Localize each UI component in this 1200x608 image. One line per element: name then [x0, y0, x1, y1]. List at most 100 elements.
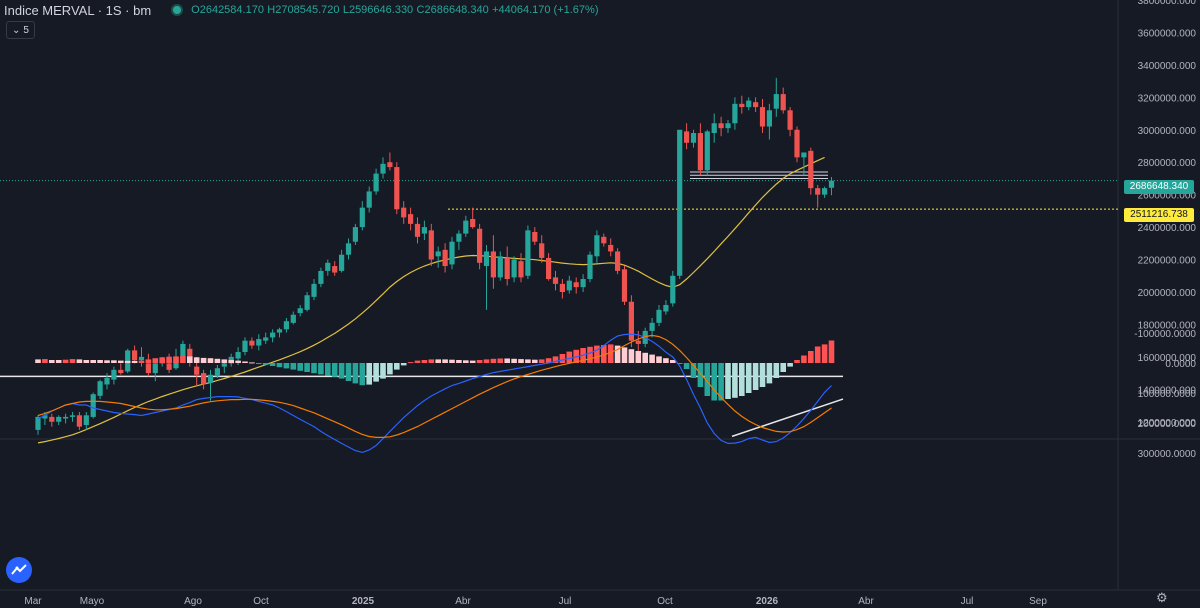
- candle-body: [621, 269, 628, 302]
- candle-body: [456, 233, 462, 242]
- candle-body: [345, 243, 352, 255]
- candle-body: [656, 309, 662, 323]
- macd-histogram-bar: [476, 360, 483, 363]
- macd-histogram-bar: [587, 346, 593, 363]
- macd-histogram-bar: [118, 360, 124, 363]
- level-price-tag: 2511216.738: [1124, 208, 1194, 222]
- macd-histogram-bar: [76, 359, 83, 363]
- candle-body: [408, 214, 414, 224]
- macd-histogram-bar: [276, 363, 283, 368]
- candle-body: [194, 366, 200, 375]
- candle-body: [297, 308, 303, 314]
- candle-body: [518, 261, 524, 278]
- macd-histogram-bar: [138, 360, 145, 363]
- macd-histogram-bar: [601, 345, 607, 363]
- moving-average-line: [37, 156, 825, 444]
- x-tick-label: Oct: [657, 596, 673, 607]
- macd-y-tick-label: 0.0000: [1165, 359, 1196, 370]
- macd-histogram-bar: [366, 363, 372, 385]
- macd-histogram-bar: [718, 363, 724, 401]
- candle-body: [214, 368, 220, 377]
- candle-body: [470, 219, 476, 228]
- macd-histogram-bar: [752, 363, 759, 390]
- candle-body: [118, 369, 124, 374]
- macd-histogram-bar: [552, 356, 559, 363]
- candle-body: [580, 279, 586, 288]
- x-tick-label: Abr: [858, 596, 874, 607]
- macd-histogram-bar: [594, 345, 600, 363]
- candle-body: [539, 243, 545, 258]
- x-tick-label: Mar: [24, 596, 42, 607]
- macd-histogram-bar: [663, 358, 669, 363]
- candle-body: [421, 227, 427, 234]
- x-tick-label: Jul: [559, 596, 572, 607]
- macd-histogram-bar: [532, 359, 538, 363]
- symbol-title[interactable]: Indice MERVAL · 1S · bm: [4, 2, 152, 18]
- candle-body: [235, 352, 241, 359]
- gear-icon[interactable]: ⚙: [1156, 590, 1168, 605]
- macd-histogram-bar: [794, 360, 800, 363]
- y-tick-label: 1200000.000: [1138, 418, 1197, 429]
- macd-histogram-bar: [490, 358, 497, 363]
- macd-histogram-bar: [732, 363, 738, 398]
- macd-histogram-bar: [90, 360, 96, 363]
- macd-histogram-bar: [538, 359, 545, 363]
- candle-body: [628, 301, 634, 341]
- y-tick-label: 2000000.000: [1138, 288, 1197, 299]
- macd-histogram-bar: [283, 363, 290, 369]
- candle-body: [477, 228, 483, 263]
- candle-body: [532, 231, 538, 242]
- candle-body: [718, 123, 724, 129]
- macd-histogram-bar: [483, 359, 490, 363]
- macd-histogram-bar: [331, 363, 338, 377]
- macd-histogram-bar: [759, 363, 766, 387]
- macd-histogram-bar: [518, 359, 524, 363]
- indicators-collapse-button[interactable]: ⌄ 5: [6, 21, 35, 39]
- candle-body: [663, 304, 669, 312]
- candle-body: [615, 251, 621, 271]
- macd-histogram-bar: [400, 363, 407, 366]
- x-tick-label: Abr: [455, 596, 471, 607]
- macd-histogram-bar: [642, 352, 648, 363]
- macd-y-tick-label: -100000.0000: [1134, 329, 1196, 340]
- x-tick-label: Ago: [184, 596, 202, 607]
- candle-body: [428, 230, 434, 260]
- candle-body: [497, 256, 503, 278]
- macd-y-tick-label: 100000.0000: [1138, 389, 1197, 400]
- macd-histogram-bar: [387, 363, 393, 375]
- macd-histogram-bar: [511, 358, 517, 363]
- y-tick-label: 2400000.000: [1138, 223, 1197, 234]
- candle-body: [525, 230, 531, 276]
- macd-histogram-bar: [607, 344, 614, 363]
- macd-histogram-bar: [808, 351, 814, 363]
- macd-histogram-bar: [325, 363, 331, 376]
- candle-body: [49, 416, 55, 422]
- macd-histogram-bar: [290, 363, 297, 370]
- y-tick-label: 2800000.000: [1138, 158, 1197, 169]
- macd-histogram-bar: [670, 360, 676, 363]
- macd-histogram-bar: [449, 359, 455, 363]
- macd-histogram-bar: [131, 360, 138, 363]
- candle-body: [166, 363, 172, 370]
- candle-body: [207, 374, 214, 383]
- macd-histogram-bar: [318, 363, 324, 375]
- candle-body: [546, 257, 552, 280]
- candle-body: [787, 110, 793, 130]
- x-tick-label: Mayo: [80, 596, 105, 607]
- y-tick-label: 1400000.000: [1138, 385, 1197, 396]
- candle-body: [808, 150, 814, 189]
- candle-body: [401, 207, 407, 218]
- macd-histogram-bar: [442, 359, 448, 363]
- x-tick-label: Sep: [1029, 596, 1047, 607]
- macd-histogram-bar: [152, 358, 159, 363]
- macd-histogram-bar: [359, 363, 366, 386]
- macd-histogram-bar: [269, 363, 276, 366]
- candle-body: [649, 322, 655, 331]
- macd-histogram-bar: [180, 356, 186, 363]
- candle-body: [449, 241, 455, 265]
- macd-histogram-bar: [145, 359, 152, 363]
- tradingview-logo-icon[interactable]: [6, 557, 32, 583]
- macd-histogram-bar: [828, 340, 835, 363]
- ohlc-low: L2596646.330: [342, 4, 414, 16]
